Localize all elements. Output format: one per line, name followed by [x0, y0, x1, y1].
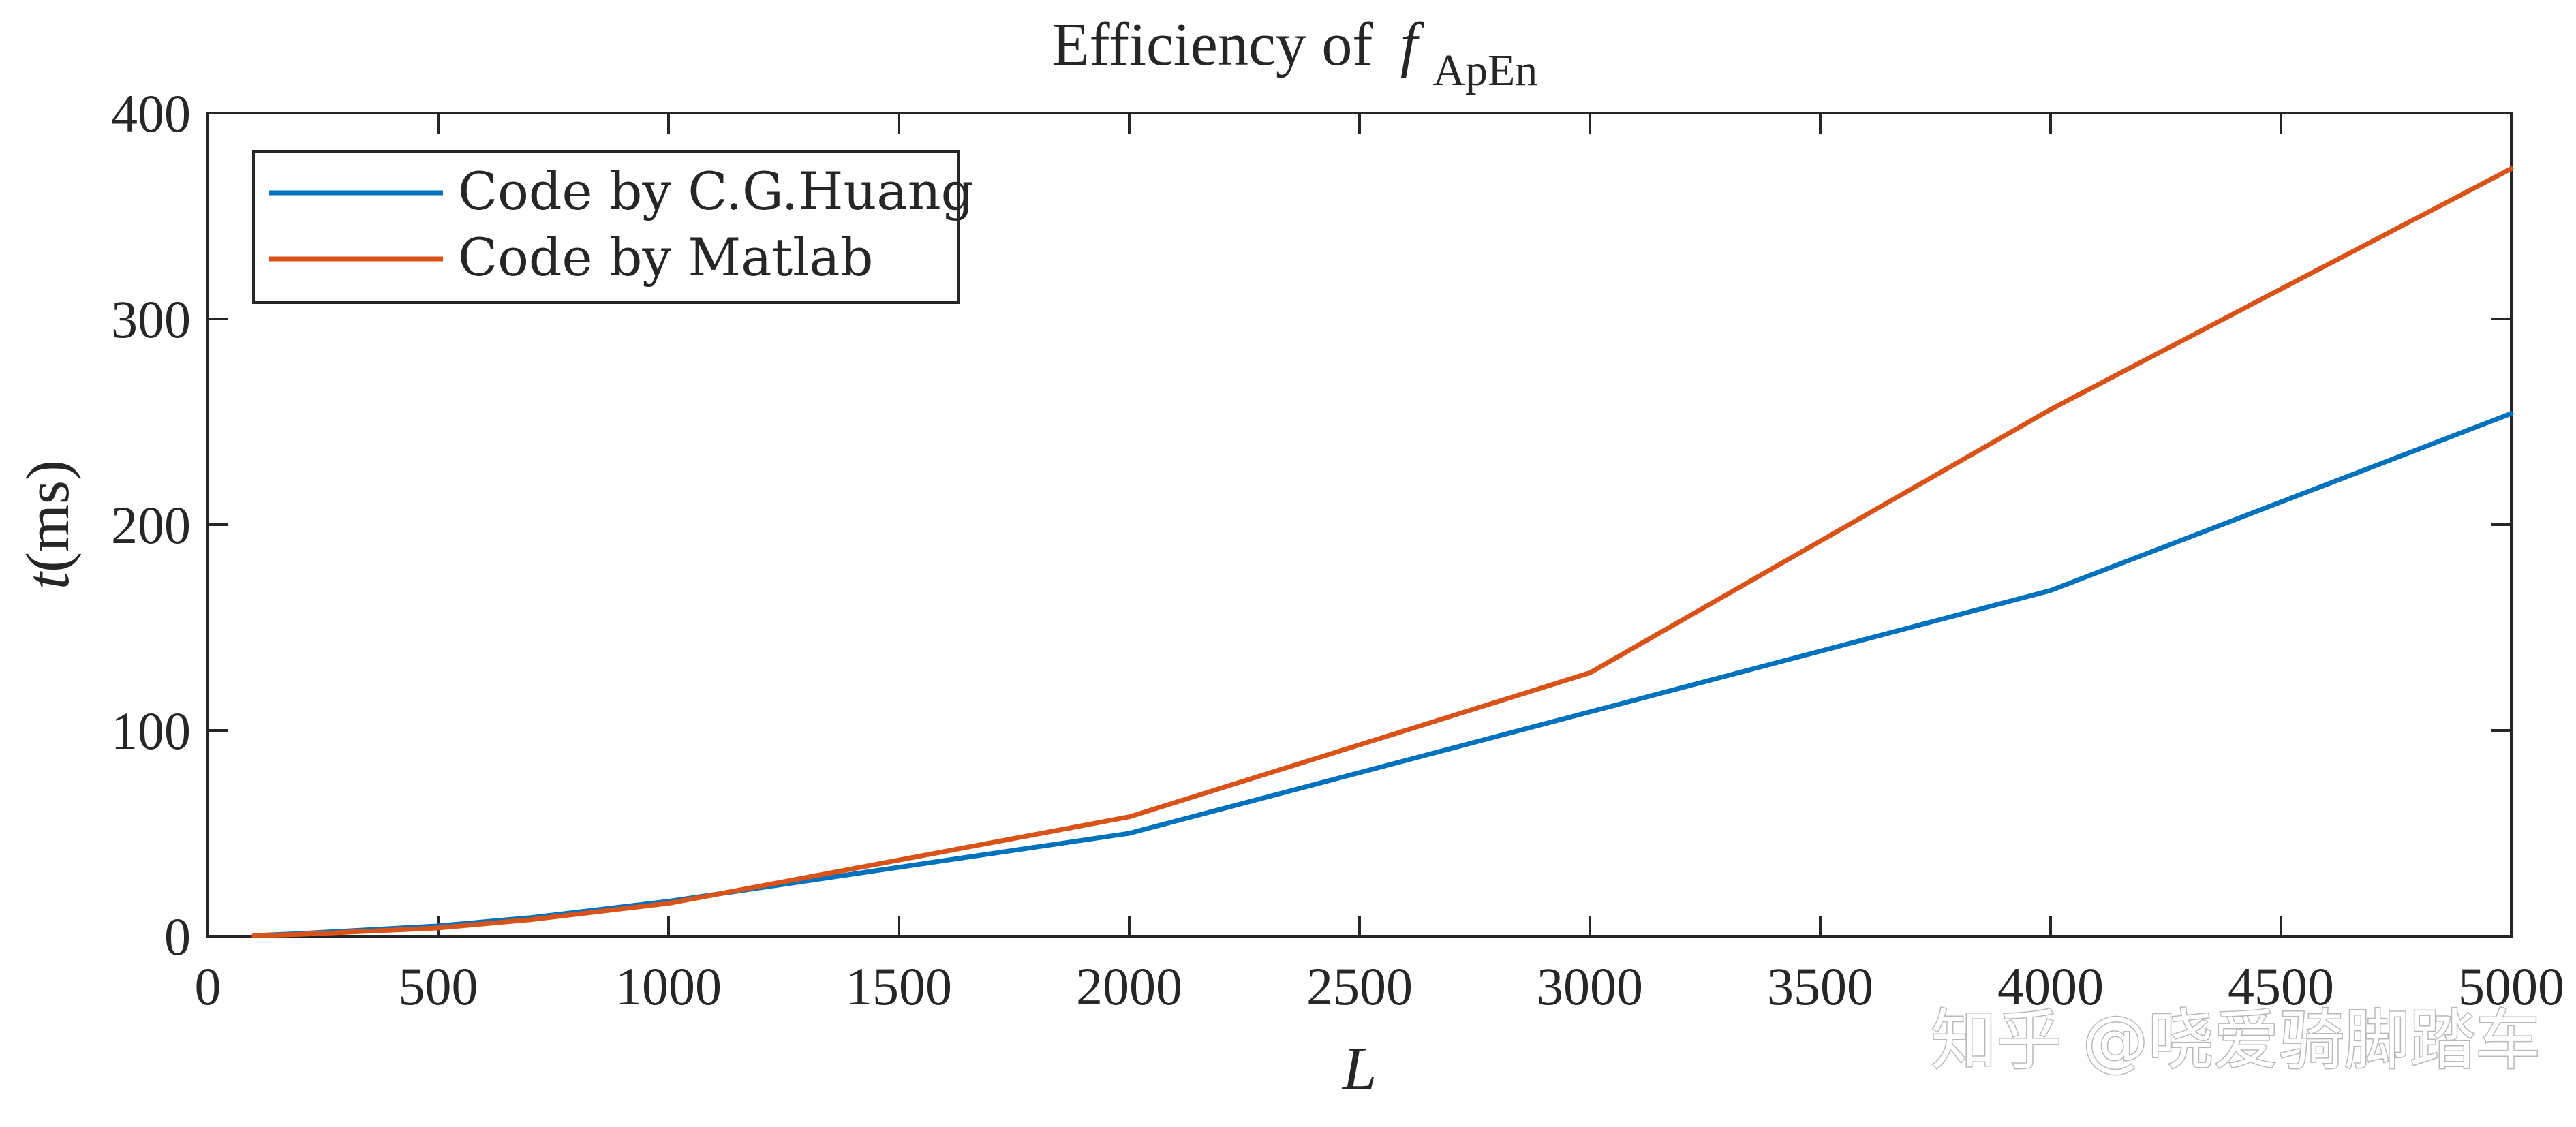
axis-ticks: 0 500 1000 1500 2000 2500 3000 3500 4000 4500 5000… — [111, 84, 2564, 1016]
x-tick-label: 3000 — [1537, 957, 1643, 1016]
legend-label-matlab: Code by Matlab — [458, 227, 873, 288]
x-tick-label: 4500 — [2228, 957, 2334, 1016]
chart-title-symbol: f — [1400, 11, 1425, 78]
series-line-1 — [251, 166, 2514, 938]
x-tick-label: 2000 — [1076, 957, 1182, 1016]
chart-title-prefix: Efficiency of — [1052, 11, 1373, 78]
x-tick-label: 0 — [195, 957, 221, 1016]
legend: Code by C.G.Huang Code by Matlab — [252, 150, 974, 304]
chart-title: Efficiency of f ApEn — [1052, 11, 1538, 95]
y-tick-label: 100 — [111, 701, 191, 760]
legend-box — [252, 150, 960, 304]
x-tick-label: 4000 — [1997, 957, 2104, 1016]
x-tick-label: 5000 — [2458, 957, 2564, 1016]
y-tick-label: 0 — [164, 907, 191, 966]
watermark-text: 知乎 @哓爱骑脚踏车 — [1931, 1002, 2541, 1079]
x-tick-label: 1000 — [615, 957, 722, 1016]
y-axis-label-unit: (ms) — [14, 460, 82, 572]
x-tick-label: 1500 — [846, 957, 952, 1016]
y-tick-label: 400 — [111, 84, 191, 143]
series-line-0 — [251, 411, 2514, 938]
legend-label-cg-huang: Code by C.G.Huang — [458, 161, 974, 221]
y-tick-label: 300 — [111, 290, 191, 349]
x-tick-label: 2500 — [1306, 957, 1413, 1016]
y-tick-label: 200 — [111, 495, 191, 555]
chart-title-subscript: ApEn — [1432, 46, 1537, 95]
x-tick-label: 3500 — [1767, 957, 1873, 1016]
x-axis-label: L — [1341, 1035, 1377, 1102]
x-tick-label: 500 — [399, 957, 478, 1016]
y-axis-label: t(ms) — [14, 460, 82, 589]
y-axis-label-symbol: t — [14, 571, 82, 589]
series-lines — [251, 166, 2514, 938]
